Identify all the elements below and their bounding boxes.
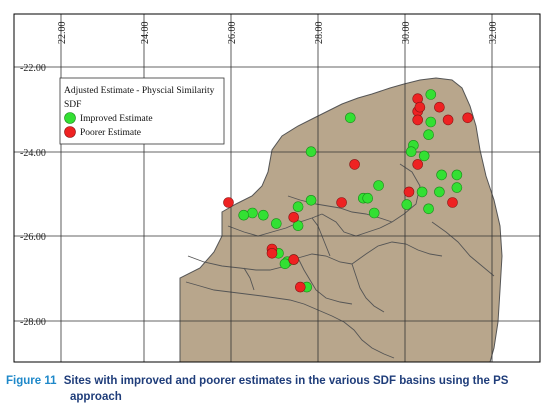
legend-improved-label: Improved Estimate [80, 114, 153, 124]
improved-site-marker [423, 203, 434, 215]
improved-site-marker [418, 150, 430, 162]
legend-title: Adjusted Estimate - Physcial Similarity [64, 86, 215, 96]
x-tick-label: 24.00 [140, 22, 151, 45]
improved-site-marker [425, 89, 437, 100]
improved-site-marker [292, 220, 304, 231]
legend-poorer-marker [64, 126, 76, 138]
poorer-site-marker [412, 114, 424, 126]
y-tick-label: -28.00 [20, 317, 46, 328]
poorer-site-marker [412, 159, 424, 170]
improved-site-marker [247, 207, 258, 219]
y-tick-label: -26.00 [20, 232, 46, 243]
legend: Adjusted Estimate - Physcial Similarity … [59, 77, 225, 145]
improved-site-marker [434, 186, 445, 198]
x-axis-ticks: 22.00 24.00 26.00 28.00 30.00 32.00 [57, 22, 499, 45]
poorer-site-marker [294, 281, 306, 293]
poorer-site-marker [414, 101, 426, 113]
caption-text-line2: approach [70, 391, 122, 403]
legend-subtitle: SDF [64, 100, 81, 110]
improved-site-marker [279, 258, 291, 270]
internal-borders [185, 163, 495, 359]
poorer-site-marker [288, 212, 300, 223]
improved-site-marker [405, 146, 417, 157]
figure-caption: Figure 11 Sites with improved and poorer… [6, 373, 546, 405]
improved-site-marker [344, 112, 356, 124]
improved-site-marker [292, 201, 304, 212]
x-tick-label: 32.00 [488, 22, 499, 45]
x-tick-label: 26.00 [227, 22, 238, 45]
improved-site-marker [401, 199, 413, 210]
improved-site-marker [416, 186, 428, 198]
x-tick-label: 30.00 [401, 22, 412, 45]
x-tick-label: 28.00 [314, 22, 325, 45]
y-tick-label: -24.00 [20, 148, 46, 159]
poorer-site-marker [403, 186, 415, 198]
caption-number: Figure 11 [6, 375, 57, 387]
map-figure: 22.00 24.00 26.00 28.00 30.00 32.00 -22.… [13, 13, 541, 363]
caption-text-line1: Sites with improved and poorer estimates… [63, 375, 509, 387]
improved-site-marker [305, 146, 317, 157]
poorer-site-marker [447, 197, 458, 208]
x-tick-label: 22.00 [57, 22, 68, 45]
poorer-site-marker [462, 112, 474, 124]
improved-site-marker [305, 195, 317, 206]
improved-site-marker [238, 209, 249, 221]
legend-improved-marker [64, 112, 76, 124]
poorer-site-marker [266, 248, 278, 259]
grid [14, 14, 540, 362]
y-tick-label: -22.00 [20, 63, 46, 74]
poorer-site-marker [336, 197, 347, 208]
poorer-site-marker [288, 254, 300, 265]
improved-site-marker [373, 180, 384, 191]
improved-site-marker [270, 218, 282, 229]
poorer-site-marker [442, 114, 454, 126]
improved-site-marker [451, 169, 463, 181]
improved-site-marker [368, 207, 380, 219]
improved-site-marker [436, 169, 447, 181]
y-axis-ticks: -22.00 -24.00 -26.00 -28.00 [20, 63, 46, 328]
map-frame [13, 13, 541, 363]
legend-box [59, 77, 225, 145]
poorer-site-marker [223, 197, 234, 208]
poorer-site-marker [349, 159, 360, 170]
improved-site-marker [451, 182, 463, 193]
improved-site-marker [423, 129, 434, 140]
legend-poorer-label: Poorer Estimate [80, 128, 141, 138]
site-points [223, 89, 474, 293]
poorer-site-marker [434, 101, 445, 113]
improved-site-marker [362, 192, 374, 204]
improved-site-marker [257, 209, 269, 221]
improved-site-marker [425, 116, 437, 128]
land-area [179, 77, 503, 363]
